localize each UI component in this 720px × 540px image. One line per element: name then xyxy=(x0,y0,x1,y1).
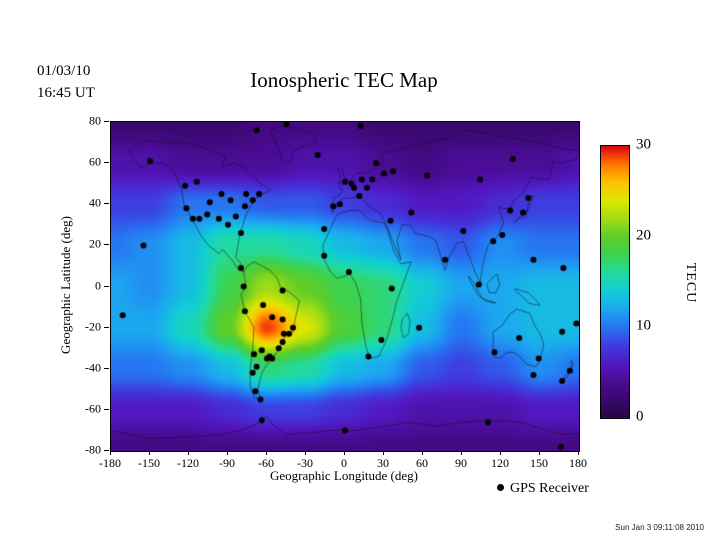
x-tick-mark xyxy=(305,451,306,455)
x-tick-label: 90 xyxy=(455,456,467,470)
x-tick-mark xyxy=(422,451,423,455)
y-axis-ticks: -80 -60 -40 -20 0 20 40 60 80 xyxy=(74,114,110,457)
observation-datetime: 01/03/10 16:45 UT xyxy=(37,60,95,104)
colorbar-ticks: 0 10 20 30 xyxy=(636,137,666,425)
x-tick-label: 180 xyxy=(569,456,587,470)
y-tick-label: 60 xyxy=(89,154,101,169)
y-tick-label: 20 xyxy=(89,236,101,251)
x-tick-label: -180 xyxy=(99,456,121,470)
observation-date: 01/03/10 xyxy=(37,63,91,79)
y-tick-label: -80 xyxy=(85,442,101,457)
legend-label: GPS Receiver xyxy=(510,481,589,496)
x-tick-label: 150 xyxy=(530,456,548,470)
colorbar-tick-label: 30 xyxy=(636,136,651,153)
y-tick-label: -20 xyxy=(85,319,101,334)
chart-title: Ionospheric TEC Map xyxy=(250,68,438,92)
x-tick-mark xyxy=(188,451,189,455)
render-timestamp: Sun Jan 3 09:11:08 2010 xyxy=(615,523,704,532)
tec-heatmap-canvas xyxy=(111,122,579,451)
y-tick-mark xyxy=(104,121,109,122)
x-tick-label: 0 xyxy=(341,456,347,470)
y-tick-label: 80 xyxy=(89,113,101,128)
x-tick-label: -90 xyxy=(219,456,235,470)
y-tick-mark xyxy=(104,367,109,369)
x-tick-label: -30 xyxy=(297,456,313,470)
y-tick-mark xyxy=(104,285,109,287)
y-tick-label: 0 xyxy=(95,278,101,292)
y-tick-mark xyxy=(104,244,109,246)
colorbar-tick-label: 0 xyxy=(636,408,644,425)
colorbar-tick-label: 20 xyxy=(636,227,651,244)
x-tick-mark xyxy=(110,451,111,455)
y-tick-mark xyxy=(104,203,109,205)
x-tick-mark xyxy=(227,451,228,455)
x-tick-label: -120 xyxy=(177,456,199,470)
gps-receiver-legend: GPS Receiver xyxy=(497,481,589,497)
x-tick-label: 120 xyxy=(491,456,509,470)
y-tick-mark xyxy=(104,326,109,328)
gps-receiver-dot-icon xyxy=(497,484,504,491)
x-tick-mark xyxy=(149,451,150,455)
y-tick-mark xyxy=(104,162,109,164)
colorbar-unit-label: TECU xyxy=(683,262,698,304)
x-tick-label: -60 xyxy=(258,456,274,470)
x-tick-label: -150 xyxy=(138,456,160,470)
colorbar-canvas xyxy=(601,146,629,418)
x-tick-mark xyxy=(344,451,345,455)
y-tick-label: 40 xyxy=(89,195,101,210)
x-tick-mark xyxy=(578,451,579,455)
x-axis-ticks: -180 -150 -120 -90 -60 -30 0 30 60 90 120 150 180 xyxy=(99,451,587,473)
y-tick-mark xyxy=(104,450,109,451)
y-tick-mark xyxy=(104,408,109,410)
x-tick-mark xyxy=(461,451,462,455)
x-tick-mark xyxy=(383,451,384,455)
observation-time: 16:45 UT xyxy=(37,85,95,101)
plot-area xyxy=(110,121,580,452)
x-tick-mark xyxy=(539,451,540,455)
y-tick-label: -60 xyxy=(85,401,101,416)
x-tick-mark xyxy=(500,451,501,455)
x-tick-label: 60 xyxy=(416,456,428,470)
y-axis-label: Geographic Latitude (deg) xyxy=(58,216,73,354)
x-tick-mark xyxy=(266,451,267,455)
colorbar-tick-label: 10 xyxy=(636,317,651,334)
x-tick-label: 30 xyxy=(377,456,389,470)
y-tick-label: -40 xyxy=(85,360,101,375)
x-axis-label: Geographic Longitude (deg) xyxy=(269,468,418,483)
colorbar xyxy=(600,145,630,419)
